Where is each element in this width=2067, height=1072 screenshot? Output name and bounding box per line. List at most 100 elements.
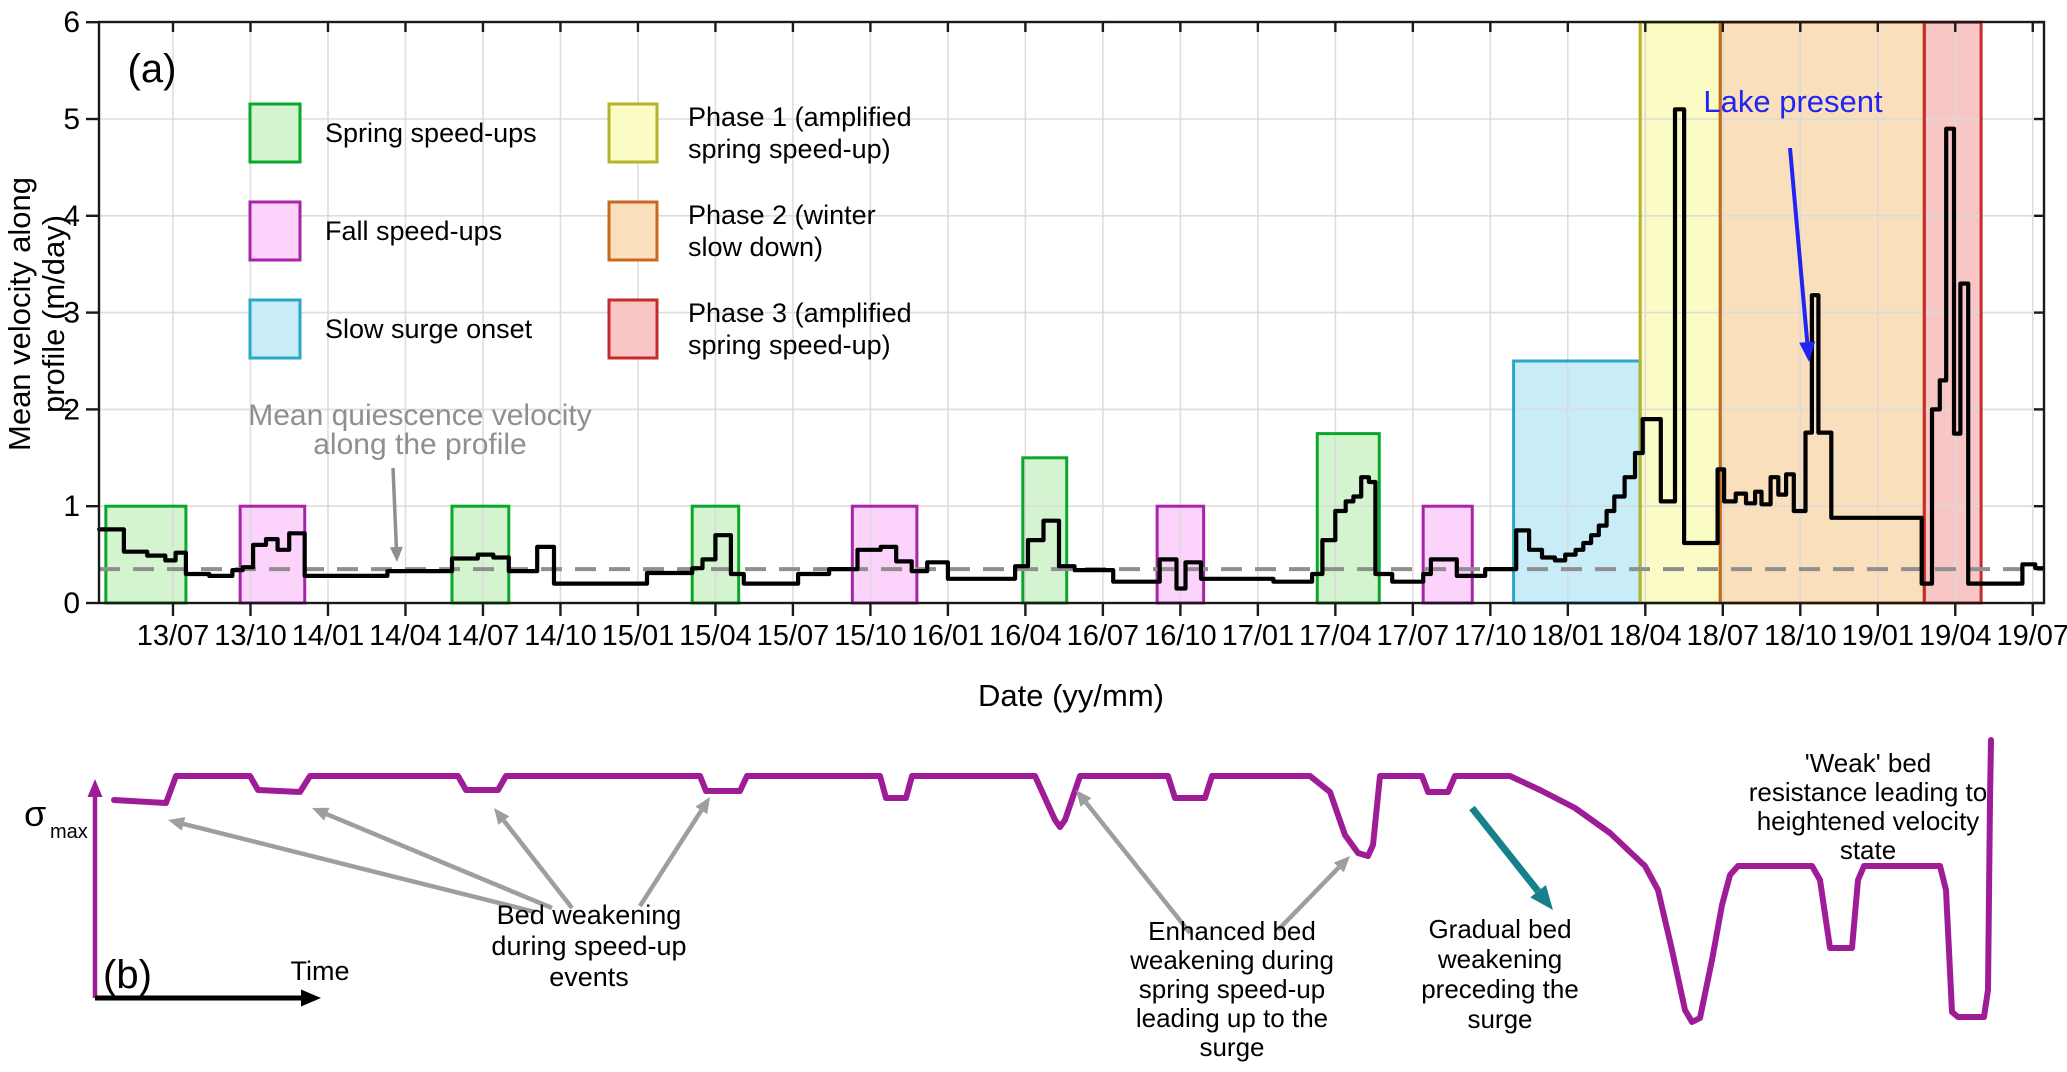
time-axis-arrow xyxy=(95,989,321,1007)
arrow-head xyxy=(695,797,710,815)
time-axis-label: Time xyxy=(291,956,350,986)
arrow-shaft xyxy=(182,821,536,915)
arrow-shaft xyxy=(1469,805,1541,894)
annotation-gradual-weakening: Gradual bed xyxy=(1428,914,1571,944)
legend-label-phase2: slow down) xyxy=(688,232,823,262)
x-tick-label: 14/10 xyxy=(524,620,597,652)
x-tick-label: 13/07 xyxy=(137,620,210,652)
region-fill-spring-7 xyxy=(1317,433,1380,603)
legend-label-fall: Fall speed-ups xyxy=(325,216,502,246)
legend-label-phase2: Phase 2 (winter xyxy=(688,200,876,230)
annotation-gradual-weakening: weakening xyxy=(1437,944,1562,974)
velocity-curve xyxy=(97,107,2046,591)
x-tick-label: 14/01 xyxy=(292,620,365,652)
y-axis-title-line1: Mean velocity along xyxy=(2,177,37,451)
arrow-shaft xyxy=(1788,147,1810,343)
x-tick-label: 18/07 xyxy=(1687,620,1760,652)
legend-swatch-fall xyxy=(248,200,302,262)
region-fill-fall-8 xyxy=(1423,506,1473,603)
annotation-bed-weakening: events xyxy=(549,962,629,992)
arrow-head xyxy=(168,817,186,831)
region-fill-fall-4 xyxy=(852,506,917,603)
legend-swatch-surge-onset xyxy=(248,298,302,360)
annotation-gradual-weakening: surge xyxy=(1467,1004,1532,1034)
arrow-head xyxy=(1076,790,1092,807)
quiescence-label: along the profile xyxy=(313,428,527,461)
y-tick-label: 5 xyxy=(63,103,80,136)
x-tick-label: 15/07 xyxy=(757,620,830,652)
x-tick-label: 13/10 xyxy=(214,620,287,652)
gray-annotation-arrow-5 xyxy=(1276,856,1350,932)
legend-label-phase3: spring speed-up) xyxy=(688,330,891,360)
legend-label-phase1: spring speed-up) xyxy=(688,134,891,164)
x-tick-label: 15/04 xyxy=(679,620,752,652)
x-tick-label: 17/04 xyxy=(1299,620,1372,652)
y-tick-label: 6 xyxy=(63,6,80,39)
y-tick-label: 2 xyxy=(63,393,80,426)
arrow-head xyxy=(1799,341,1816,362)
legend-swatch-phase3 xyxy=(607,298,659,360)
x-axis-title: Date (yy/mm) xyxy=(978,678,1164,713)
gray-annotation-arrow-4 xyxy=(1076,790,1192,935)
annotation-weak-bed: state xyxy=(1840,835,1896,865)
sigma-max-label: σ max xyxy=(24,793,88,843)
y-tick-label: 1 xyxy=(63,490,80,523)
x-tick-label: 17/01 xyxy=(1222,620,1295,652)
arrow-head xyxy=(301,989,321,1007)
arrow-shaft xyxy=(502,819,574,910)
x-tick-label: 19/01 xyxy=(1841,620,1914,652)
lake-present-label: Lake present xyxy=(1703,84,1883,119)
arrow-head xyxy=(312,807,330,821)
teal-gradual-weakening-arrow xyxy=(1469,805,1553,910)
annotation-gradual-weakening: preceding the xyxy=(1421,974,1579,1004)
x-tick-label: 16/10 xyxy=(1144,620,1217,652)
arrow-head xyxy=(494,808,510,825)
x-tick-label: 16/04 xyxy=(989,620,1062,652)
annotation-enhanced-weakening: spring speed-up xyxy=(1139,974,1325,1004)
gray-annotation-arrow-0 xyxy=(168,817,536,915)
lake-present-arrow xyxy=(1788,147,1816,362)
legend-swatch-phase2 xyxy=(607,200,659,262)
x-tick-label: 16/07 xyxy=(1067,620,1140,652)
stress-curve xyxy=(111,737,1994,1025)
arrow-head xyxy=(1530,884,1553,910)
annotation-enhanced-weakening: leading up to the xyxy=(1136,1003,1328,1033)
x-tick-label: 14/07 xyxy=(447,620,520,652)
quiescence-label: Mean quiescence velocity xyxy=(248,399,592,432)
x-tick-label: 14/04 xyxy=(369,620,442,652)
annotation-bed-weakening: Bed weakening xyxy=(497,900,682,930)
x-tick-label: 17/10 xyxy=(1454,620,1527,652)
legend-label-spring: Spring speed-ups xyxy=(325,118,537,148)
y-tick-label: 3 xyxy=(63,297,80,330)
panel-b-label: (b) xyxy=(103,953,152,997)
sigma-glyph: σ xyxy=(24,793,46,834)
annotation-weak-bed: heightened velocity xyxy=(1757,806,1980,836)
annotation-enhanced-weakening: weakening during xyxy=(1129,945,1334,975)
gray-annotation-arrow-2 xyxy=(494,808,574,910)
arrow-head xyxy=(389,546,403,562)
annotation-weak-bed: 'Weak' bed xyxy=(1805,748,1932,778)
x-tick-label: 19/04 xyxy=(1919,620,1992,652)
legend-swatch-spring xyxy=(248,102,302,164)
y-tick-label: 4 xyxy=(63,200,80,233)
annotation-bed-weakening: during speed-up xyxy=(491,931,686,961)
legend-label-phase3: Phase 3 (amplified xyxy=(688,298,912,328)
arrow-shaft xyxy=(1084,801,1192,935)
x-tick-label: 19/07 xyxy=(1996,620,2067,652)
arrow-shaft xyxy=(325,812,553,911)
sigma-axis-arrow xyxy=(87,779,103,998)
arrow-head xyxy=(87,779,103,797)
x-tick-label: 18/04 xyxy=(1609,620,1682,652)
arrow-head xyxy=(1333,856,1350,873)
x-tick-label: 15/01 xyxy=(602,620,675,652)
x-tick-label: 17/07 xyxy=(1377,620,1450,652)
x-tick-label: 18/10 xyxy=(1764,620,1837,652)
x-tick-label: 15/10 xyxy=(834,620,907,652)
annotation-enhanced-weakening: Enhanced bed xyxy=(1148,916,1316,946)
quiescence-arrow xyxy=(389,467,403,562)
gray-annotation-arrow-3 xyxy=(638,797,710,908)
y-tick-label: 0 xyxy=(63,587,80,620)
panel-a-label: (a) xyxy=(128,47,177,91)
